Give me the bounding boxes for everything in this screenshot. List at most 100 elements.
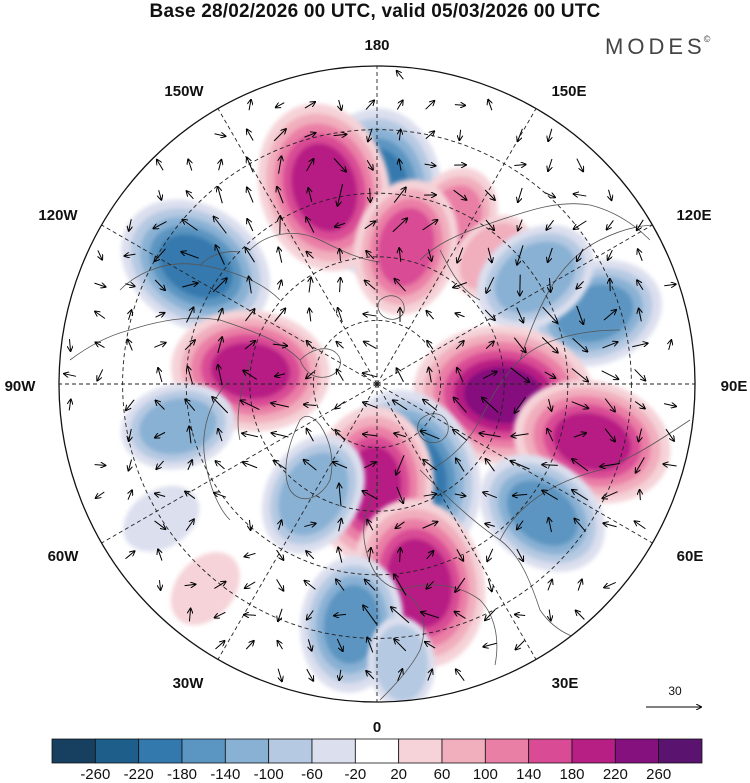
wind-arrow [425, 101, 435, 110]
wind-arrow [185, 399, 196, 411]
wind-arrow [366, 160, 373, 169]
reference-vector: 30 [646, 684, 701, 707]
wind-arrow [483, 492, 498, 499]
wind-arrow [182, 220, 198, 231]
wind-arrow [155, 248, 166, 261]
wind-arrow [427, 341, 434, 350]
wind-arrow [369, 548, 371, 563]
meridian-line [376, 383, 653, 544]
coastlines [69, 203, 691, 701]
wind-arrow [482, 398, 499, 413]
wind-arrow [549, 278, 550, 292]
map-boundary [58, 65, 696, 703]
wind-arrow [542, 465, 558, 466]
colorbar-swatch [51, 738, 96, 764]
wind-arrow [393, 400, 408, 411]
wind-arrow [189, 609, 190, 622]
wind-arrow [154, 343, 165, 348]
colorbar-swatch [268, 738, 313, 764]
wind-arrow [367, 520, 374, 531]
anomaly-level-neg-60w-20 [123, 485, 200, 552]
wind-arrow [397, 368, 404, 382]
wind-arrow [217, 309, 223, 322]
wind-arrow [603, 523, 617, 526]
wind-arrow [542, 490, 559, 500]
anomaly-neg-5e-low [367, 616, 436, 702]
wind-arrow [216, 461, 225, 470]
wind-arrow [306, 371, 315, 379]
wind-arrow [364, 342, 377, 349]
wind-arrow [181, 252, 199, 259]
wind-arrow [338, 547, 343, 563]
wind-arrow [600, 463, 620, 466]
meridian-line [376, 383, 537, 660]
wind-arrow [517, 245, 524, 264]
wind-arrow [399, 248, 401, 262]
registered-mark: © [703, 34, 711, 44]
wind-arrow [486, 459, 495, 472]
colorbar-tick-label: -20 [344, 766, 366, 783]
wind-arrow [94, 465, 106, 466]
wind-arrow [363, 434, 378, 436]
wind-arrow [425, 642, 436, 649]
colorbar-tick-label: 180 [559, 766, 584, 783]
wind-arrow [394, 639, 407, 652]
wind-arrow [304, 102, 315, 109]
wind-arrow [396, 486, 403, 503]
wind-vectors [64, 71, 677, 681]
brand-name: MODES [605, 34, 706, 59]
wind-arrow [128, 459, 131, 471]
wind-arrow [339, 669, 341, 680]
wind-arrow [271, 403, 289, 408]
wind-arrow [669, 340, 672, 350]
chart-title: Base 28/02/2026 00 UTC, valid 05/03/2026… [149, 1, 601, 22]
wind-arrow [304, 460, 317, 471]
wind-arrow [188, 159, 192, 171]
colorbar-swatch [528, 738, 573, 764]
wind-arrow [513, 337, 525, 353]
label-120e: 120E [676, 207, 711, 224]
anomaly-neg-125w [121, 199, 271, 333]
coast-north-america [69, 263, 301, 521]
wind-arrow [604, 398, 615, 411]
wind-arrow [424, 164, 436, 166]
wind-arrow [574, 220, 587, 229]
wind-arrow [482, 372, 497, 379]
wind-arrow [185, 491, 196, 499]
colorbar-tick-label: 60 [434, 766, 451, 783]
wind-arrow [484, 309, 495, 320]
label-150w: 150W [164, 83, 204, 100]
wind-arrow [514, 396, 526, 413]
wind-arrow [155, 400, 165, 410]
wind-arrow [363, 402, 378, 409]
anomaly-level-neg-80w-50-100 [139, 398, 217, 455]
wind-arrow [455, 577, 466, 592]
wind-arrow [455, 612, 466, 619]
wind-arrow [214, 493, 227, 498]
wind-arrow [366, 671, 375, 680]
wind-arrow [548, 158, 552, 171]
wind-arrow [335, 401, 346, 409]
wind-arrow [244, 615, 256, 616]
wind-arrow [243, 462, 258, 469]
graticule [59, 66, 695, 702]
meridian-line [217, 383, 378, 660]
wind-arrow [634, 401, 645, 409]
wind-arrow [212, 278, 227, 293]
wind-arrow [516, 548, 523, 561]
wind-arrow [488, 578, 492, 592]
colorbar-swatch [354, 738, 400, 764]
wind-arrow [634, 369, 646, 380]
wind-arrow [456, 458, 465, 472]
anomaly-neg-50e [479, 454, 605, 572]
wind-arrow [394, 575, 407, 596]
wind-arrow [423, 460, 438, 471]
anomaly-level-pos-75e-180 [552, 412, 632, 471]
wind-arrow [338, 308, 343, 323]
wind-arrow [306, 252, 314, 259]
wind-arrow [546, 219, 555, 230]
wind-arrow [187, 191, 194, 200]
wind-arrow [306, 551, 315, 560]
anomaly-neg-60w [123, 485, 200, 552]
wind-arrow [427, 669, 432, 681]
